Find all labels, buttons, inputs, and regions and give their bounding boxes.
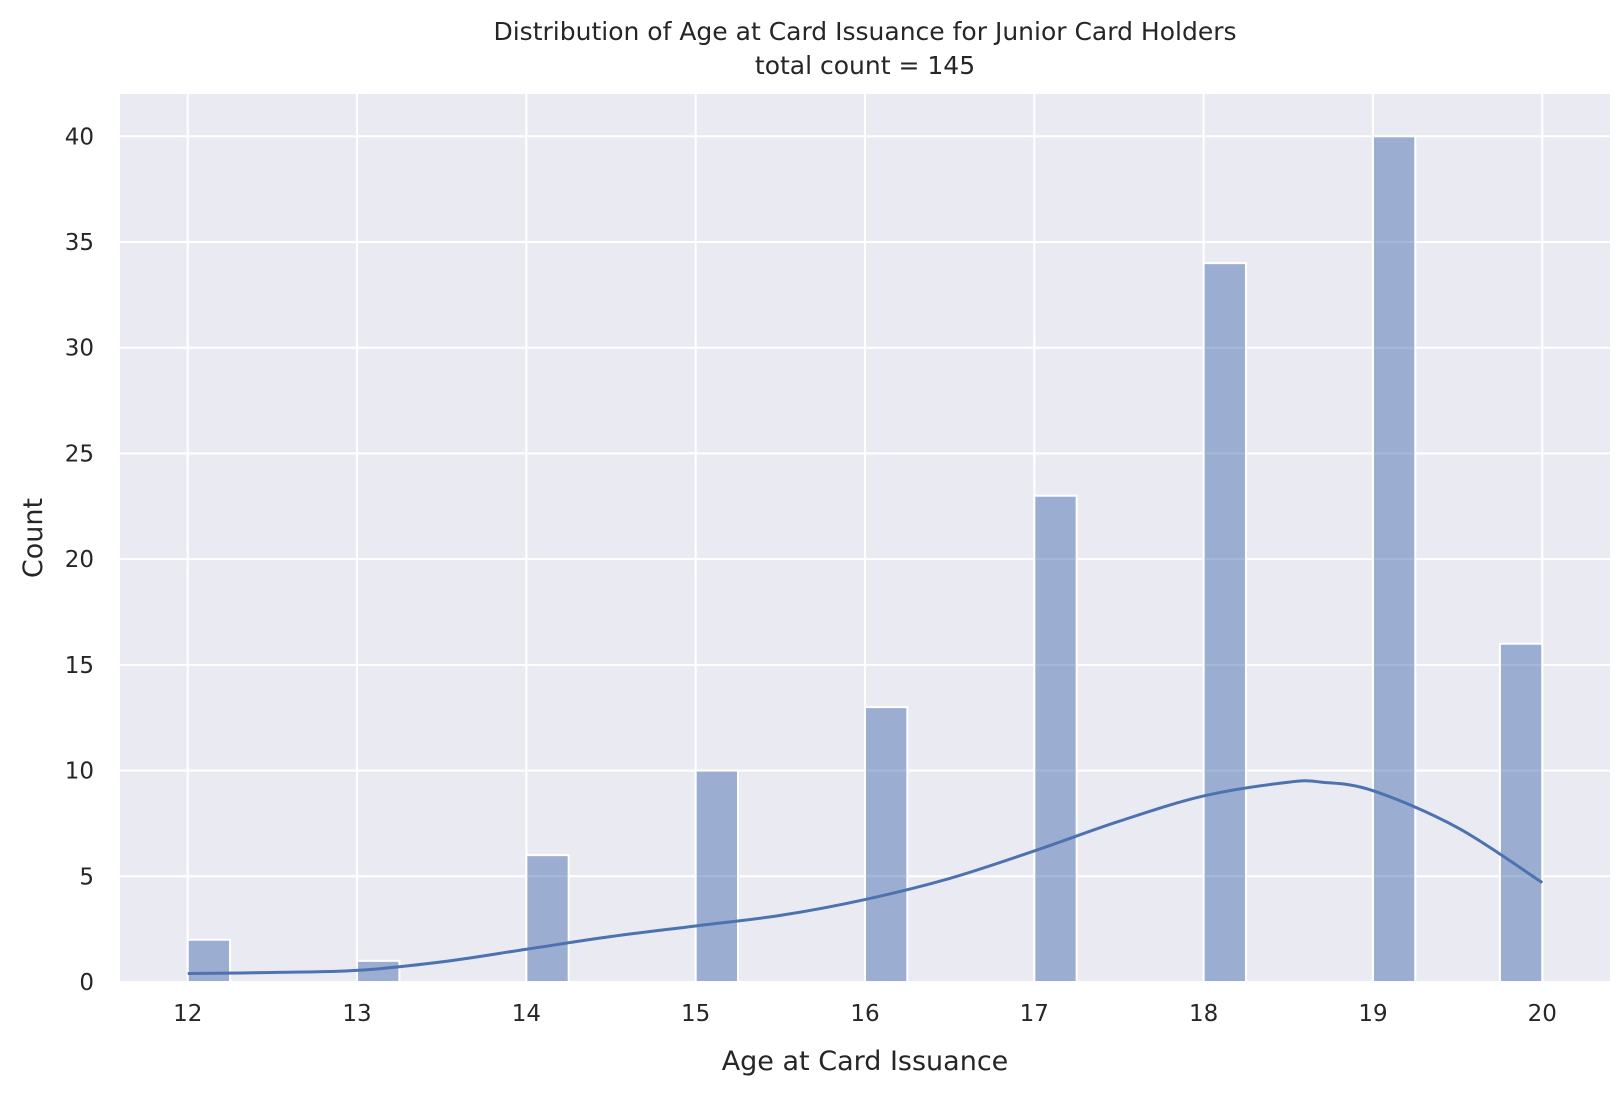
- x-tick-label: 13: [342, 1001, 371, 1027]
- histogram-bar: [525, 854, 570, 984]
- x-tick-label: 18: [1189, 1001, 1218, 1027]
- x-tick-label: 20: [1528, 1001, 1557, 1027]
- y-tick-label: 25: [65, 441, 94, 467]
- histogram-bars: [186, 135, 1544, 984]
- y-tick-label: 35: [65, 230, 94, 256]
- y-tick-label: 30: [65, 336, 94, 362]
- y-axis-label: Count: [18, 498, 49, 578]
- y-tick-label: 20: [65, 547, 94, 573]
- histogram-bar: [1033, 494, 1078, 983]
- histogram-bar: [864, 706, 909, 984]
- x-tick-label: 16: [850, 1001, 879, 1027]
- kde-line: [187, 779, 1544, 976]
- histogram-bar: [1371, 135, 1417, 984]
- histogram-bar: [186, 938, 232, 984]
- x-tick-label: 17: [1020, 1001, 1049, 1027]
- axis-ticks: 12 13 14 15 16 17 18 19 20 0 5 10 15 20 25 30 35 40: [65, 124, 1557, 1027]
- histogram-bar: [1202, 262, 1247, 983]
- histogram-bar: [694, 769, 740, 983]
- x-tick-label: 19: [1358, 1001, 1387, 1027]
- y-tick-label: 5: [79, 864, 94, 890]
- x-tick-label: 14: [512, 1001, 541, 1027]
- y-tick-label: 0: [79, 970, 94, 996]
- histogram-bar: [1498, 642, 1544, 983]
- chart-title: Distribution of Age at Card Issuance for…: [493, 17, 1236, 46]
- x-tick-label: 15: [681, 1001, 710, 1027]
- x-tick-label: 12: [173, 1001, 202, 1027]
- x-axis-label: Age at Card Issuance: [722, 1046, 1009, 1077]
- y-tick-label: 40: [65, 124, 94, 150]
- kde-curve-group: [187, 779, 1544, 976]
- y-tick-label: 15: [65, 653, 94, 679]
- chart-subtitle: total count = 145: [755, 51, 975, 80]
- y-tick-label: 10: [65, 759, 94, 785]
